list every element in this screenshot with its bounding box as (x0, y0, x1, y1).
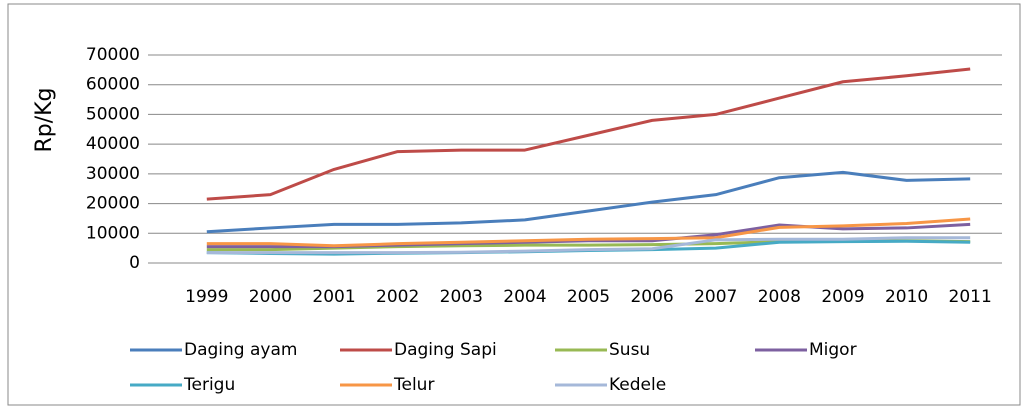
x-tick-label: 2003 (440, 287, 483, 307)
legend-label: Kedele (609, 375, 666, 395)
x-tick-label: 2007 (694, 287, 737, 307)
legend-label: Telur (393, 375, 434, 395)
y-tick-label: 0 (129, 253, 140, 273)
data-line (206, 170, 971, 234)
y-tick-label: 30000 (86, 164, 140, 184)
y-tick-label: 20000 (86, 194, 140, 214)
data-line (206, 236, 971, 255)
x-tick-label: 1999 (185, 287, 228, 307)
y-tick-label: 40000 (86, 134, 140, 154)
data-line (206, 217, 971, 248)
chart-border (7, 3, 1021, 406)
x-tick-label: 2000 (249, 287, 292, 307)
x-tick-label: 2008 (758, 287, 801, 307)
x-tick-label: 2011 (949, 287, 992, 307)
legend-label: Migor (809, 340, 857, 360)
y-axis-label: Rp/Kg (32, 87, 57, 152)
x-tick-label: 2009 (821, 287, 864, 307)
y-tick-label: 50000 (86, 104, 140, 124)
x-tick-label: 2010 (885, 287, 928, 307)
legend-label: Daging ayam (184, 340, 297, 360)
x-tick-label: 2006 (630, 287, 673, 307)
y-tick-label: 70000 (86, 45, 140, 65)
legend-label: Susu (609, 340, 650, 360)
legend-label: Daging Sapi (394, 340, 497, 360)
y-tick-label: 10000 (86, 223, 140, 243)
x-tick-label: 2004 (503, 287, 546, 307)
legend-label: Terigu (183, 375, 235, 395)
y-tick-label: 60000 (86, 75, 140, 95)
x-tick-label: 2002 (376, 287, 419, 307)
x-tick-label: 2005 (567, 287, 610, 307)
data-line (206, 67, 971, 201)
x-tick-label: 2001 (312, 287, 355, 307)
